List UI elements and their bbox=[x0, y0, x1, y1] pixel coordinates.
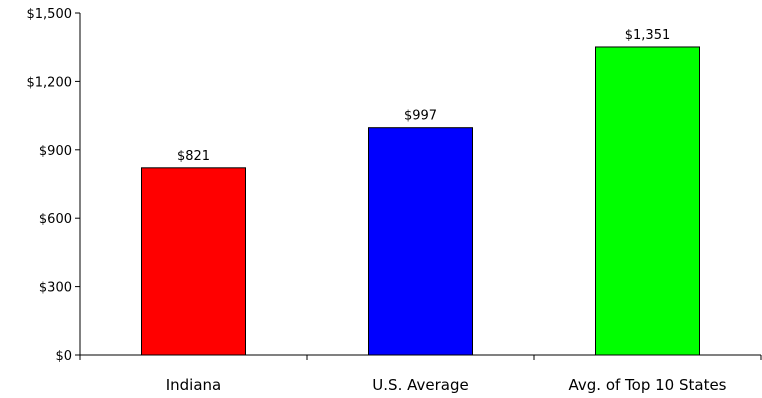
y-tick-label: $1,200 bbox=[27, 75, 73, 90]
x-category-label: Indiana bbox=[166, 376, 222, 394]
bars bbox=[141, 46, 700, 356]
x-category-label: Avg. of Top 10 States bbox=[569, 376, 727, 394]
data-labels: $821 $997 $1,351 bbox=[177, 28, 670, 164]
bar bbox=[141, 167, 246, 356]
bar-value-label: $821 bbox=[177, 149, 210, 164]
x-axis: Indiana U.S. Average Avg. of Top 10 States bbox=[79, 354, 762, 394]
y-tick-label: $300 bbox=[39, 281, 72, 296]
y-tick-label: $600 bbox=[39, 212, 72, 227]
bar bbox=[595, 46, 700, 356]
y-axis: $0 $300 $600 $900 $1,200 $1,500 bbox=[27, 7, 81, 364]
y-tick-label: $1,500 bbox=[27, 7, 73, 22]
x-category-label: U.S. Average bbox=[372, 376, 468, 394]
bar bbox=[368, 127, 473, 356]
bar-value-label: $997 bbox=[404, 109, 437, 124]
y-tick-label: $900 bbox=[39, 144, 72, 159]
y-tick-label: $0 bbox=[55, 349, 72, 364]
bar-value-label: $1,351 bbox=[625, 28, 671, 43]
